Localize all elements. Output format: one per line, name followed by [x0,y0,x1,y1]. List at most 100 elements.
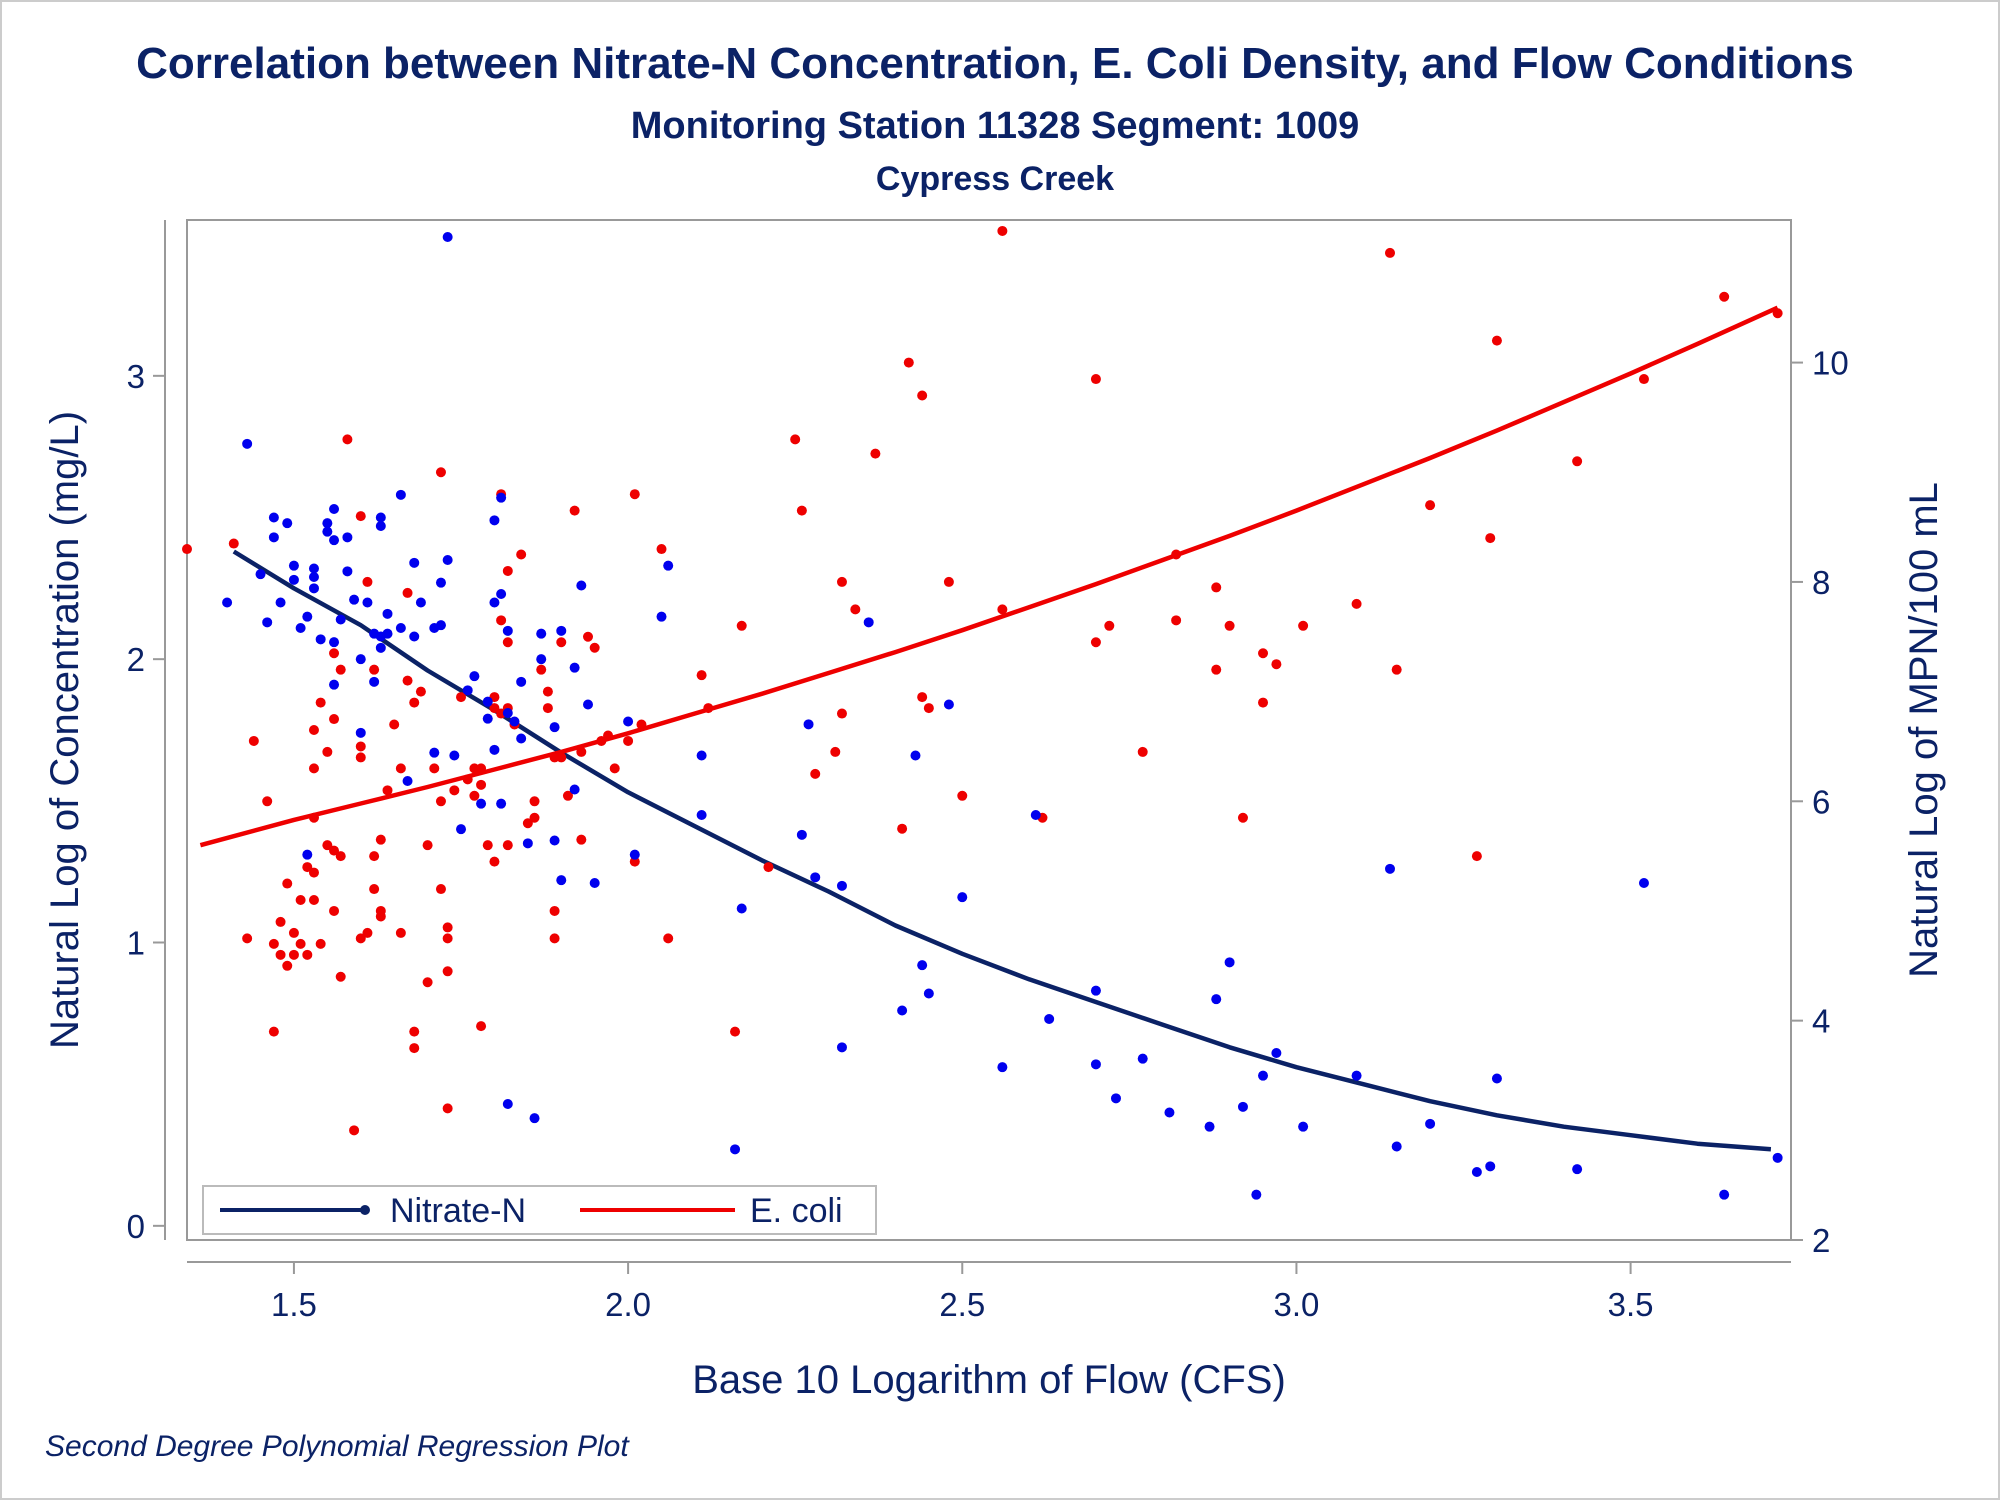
data-point-nitrate [282,518,293,529]
points-layer [182,225,1783,1200]
data-point-nitrate [1137,1053,1148,1064]
data-point-nitrate [1224,957,1235,968]
data-point-ecoli [469,790,480,801]
data-point-ecoli [308,867,319,878]
data-point-ecoli [362,576,373,587]
data-point-ecoli [549,905,560,916]
data-point-nitrate [1391,1141,1402,1152]
data-point-ecoli [335,851,346,862]
data-point-nitrate [1772,1152,1783,1163]
data-point-ecoli [489,703,500,714]
data-point-ecoli [275,949,286,960]
data-point-nitrate [656,611,667,622]
data-point-ecoli [1298,620,1309,631]
data-point-ecoli [409,697,420,708]
data-point-ecoli [355,752,366,763]
data-point-ecoli [529,812,540,823]
data-point-nitrate [696,750,707,761]
data-point-ecoli [870,448,881,459]
data-point-ecoli [288,927,299,938]
data-point-ecoli [268,938,279,949]
data-point-nitrate [910,750,921,761]
data-point-nitrate [1471,1167,1482,1177]
data-point-nitrate [369,676,380,687]
data-point-nitrate [255,569,266,580]
data-point-ecoli [375,905,386,916]
data-point-nitrate [536,628,547,639]
data-point-nitrate [429,747,440,758]
data-point-nitrate [342,532,353,543]
data-point-ecoli [542,703,553,714]
data-point-nitrate [375,642,386,653]
data-point-ecoli [696,670,707,681]
legend-label-ecoli: E. coli [750,1192,843,1230]
data-point-nitrate [1044,1014,1055,1024]
x-axis: 1.5 2.0 2.5 3.0 3.5 [187,1261,1791,1323]
data-point-ecoli [836,576,847,587]
data-point-nitrate [322,526,333,537]
y-left-tick-label: 0 [127,1208,145,1245]
x-tick-label: 2.0 [605,1286,651,1323]
data-point-nitrate [456,824,467,835]
x-axis-label: Base 10 Logarithm of Flow (CFS) [692,1358,1286,1402]
data-point-ecoli [1772,308,1783,319]
data-point-nitrate [242,438,253,449]
data-point-ecoli [335,664,346,675]
data-point-nitrate [583,699,593,710]
data-point-nitrate [362,597,373,608]
data-point-nitrate [1211,994,1222,1005]
data-point-ecoli [382,785,393,796]
data-point-ecoli [228,538,239,549]
data-point-nitrate [329,535,340,546]
data-point-ecoli [435,884,446,895]
data-point-ecoli [375,834,386,845]
data-point-ecoli [182,544,192,555]
legend-box [202,1185,877,1235]
data-point-nitrate [629,849,640,860]
data-point-nitrate [549,835,560,846]
data-point-ecoli [1385,247,1395,258]
data-point-ecoli [329,648,340,659]
data-point-ecoli [295,938,306,949]
data-point-ecoli [897,823,908,834]
data-point-ecoli [1211,582,1222,593]
data-point-ecoli [623,735,634,746]
data-point-nitrate [268,512,279,523]
data-point-nitrate [222,597,233,608]
data-point-ecoli [329,714,340,725]
data-point-nitrate [1258,1070,1269,1081]
x-tick-label: 3.5 [1608,1286,1654,1323]
data-point-ecoli [1391,664,1402,675]
data-point-nitrate [556,625,567,636]
data-point-nitrate [730,1144,741,1155]
data-point-ecoli [830,746,841,757]
data-point-ecoli [442,922,453,933]
y-left-tick-label: 1 [127,925,145,962]
data-point-ecoli [355,741,366,752]
data-point-nitrate [943,699,954,710]
data-point-ecoli [262,796,273,807]
data-point-nitrate [435,620,446,631]
data-point-ecoli [415,686,426,697]
data-point-nitrate [556,875,567,886]
data-point-nitrate [329,637,340,648]
data-point-ecoli [315,938,326,949]
data-point-nitrate [1638,878,1649,888]
data-point-nitrate [502,625,513,636]
data-point-nitrate [1719,1189,1730,1200]
data-point-ecoli [1491,335,1502,346]
data-point-ecoli [308,763,319,774]
data-point-ecoli [369,664,380,675]
data-point-nitrate [442,232,453,242]
data-point-nitrate [502,708,513,718]
data-point-nitrate [489,744,500,755]
data-point-ecoli [997,225,1008,236]
data-point-ecoli [763,862,774,873]
data-point-nitrate [402,776,413,786]
data-point-ecoli [790,434,801,445]
data-point-ecoli [1258,697,1269,708]
data-point-nitrate [1251,1189,1262,1200]
data-point-ecoli [562,790,573,801]
data-point-ecoli [442,966,453,977]
data-point-nitrate [509,716,520,727]
